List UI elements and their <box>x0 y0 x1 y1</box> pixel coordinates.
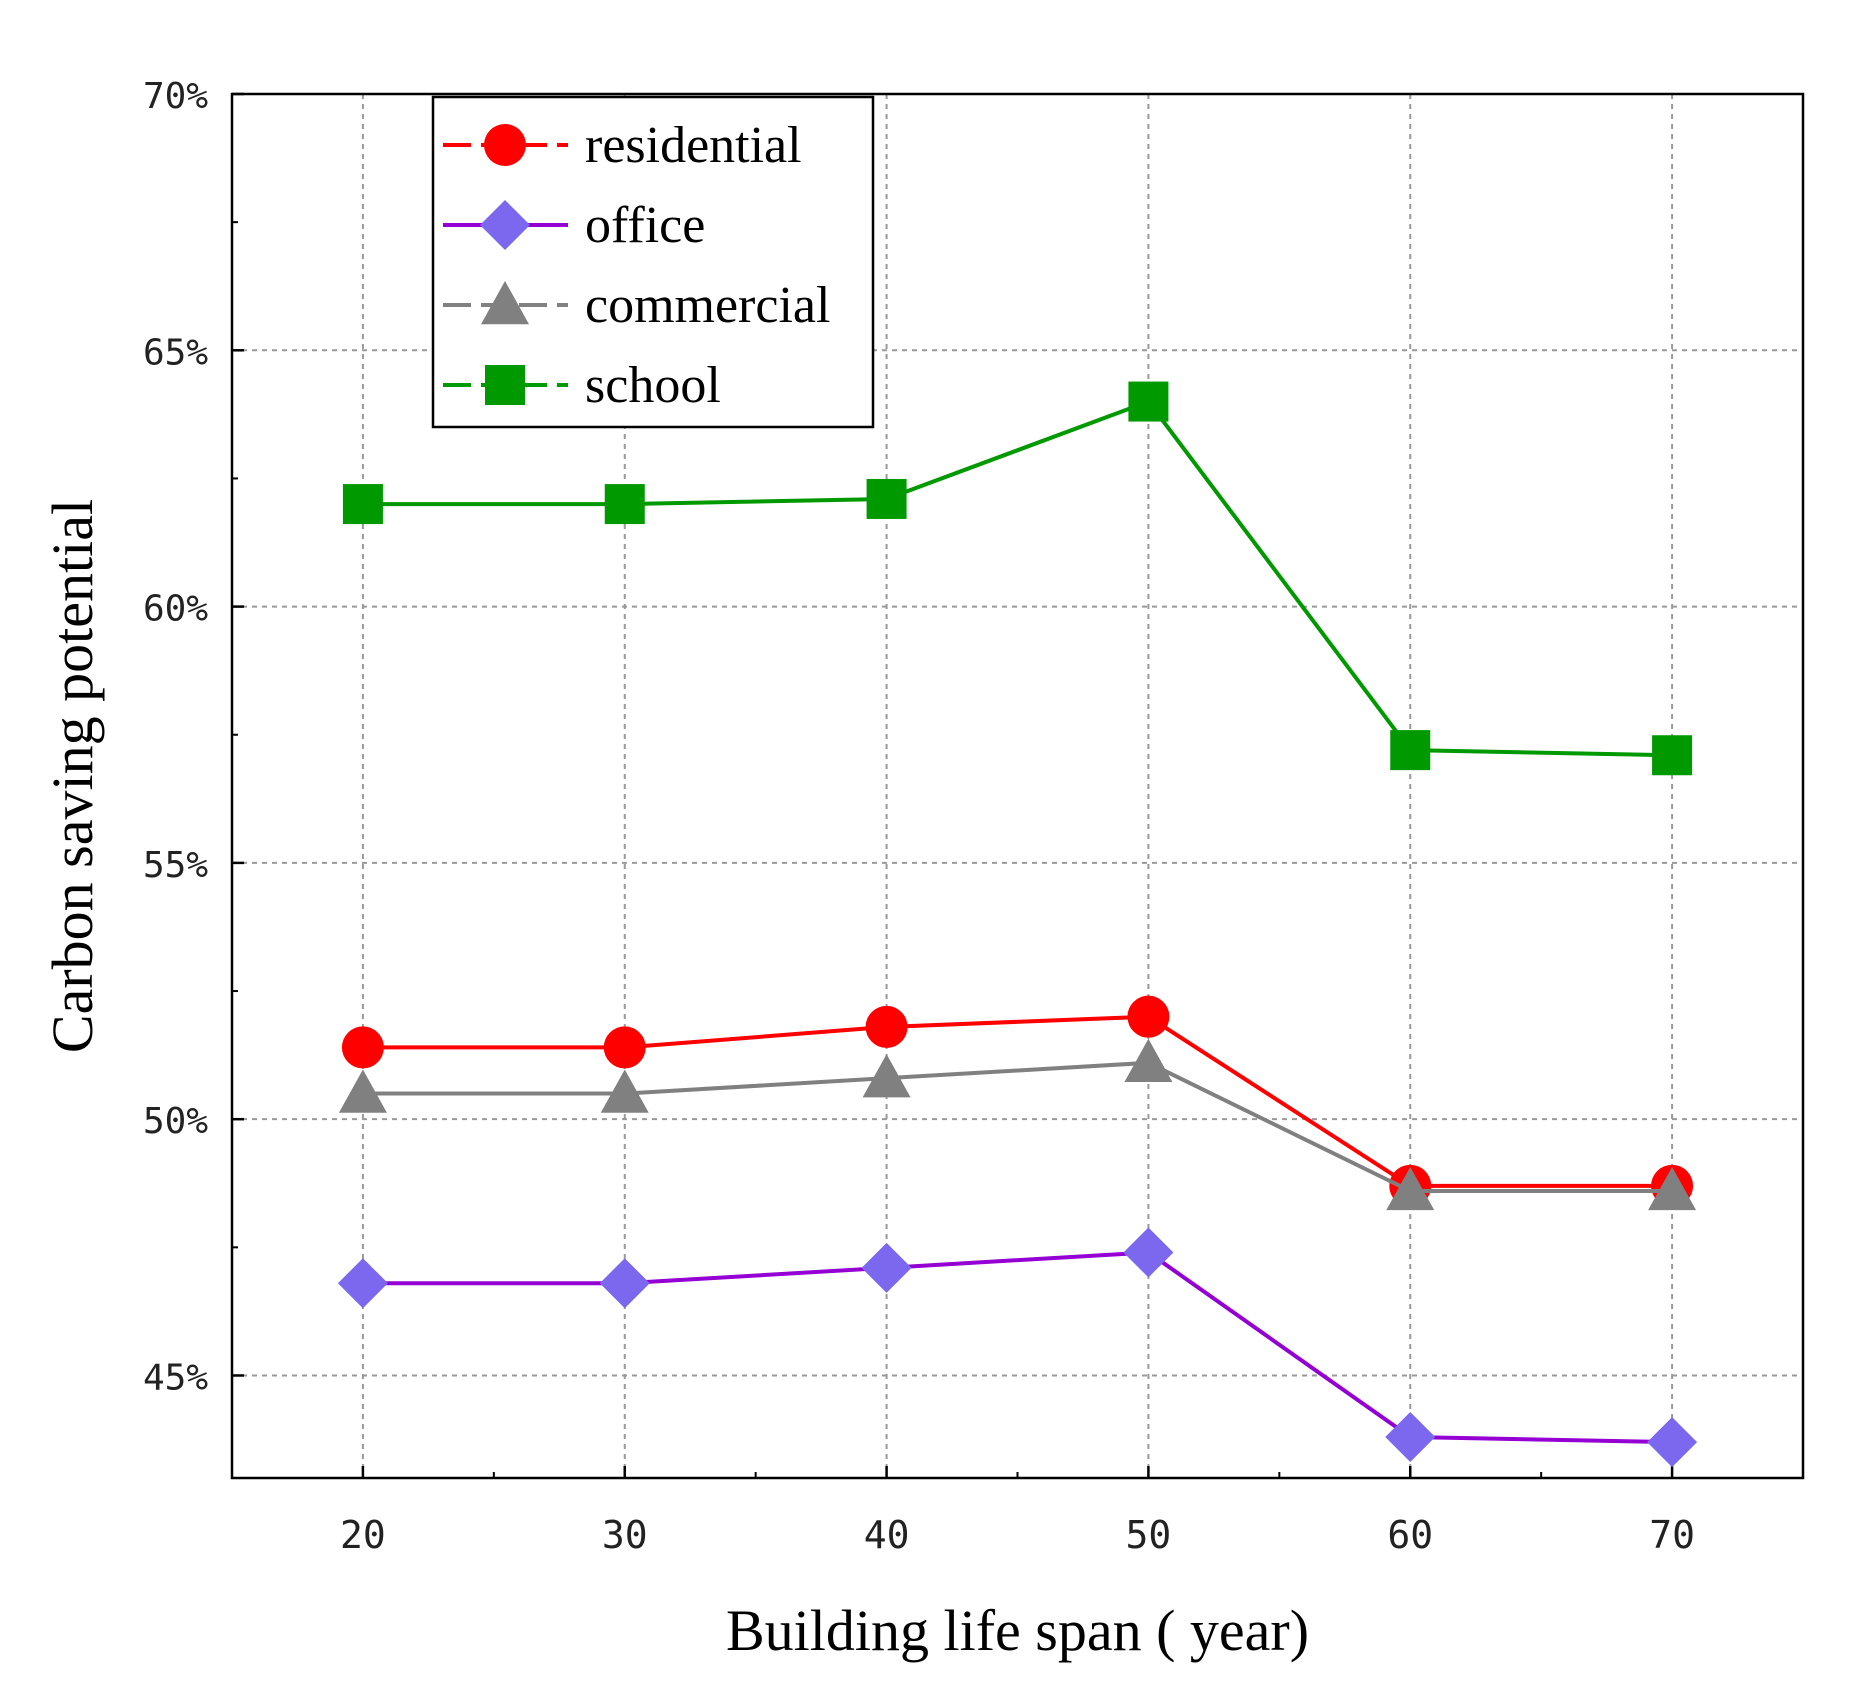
series-line-residential <box>362 1014 1673 1188</box>
data-point-office <box>337 1258 388 1309</box>
series-school <box>342 381 1693 776</box>
series-office <box>337 1227 1698 1468</box>
data-point-office <box>861 1242 912 1293</box>
series-group <box>337 381 1698 1468</box>
y-tick-label: 55% <box>143 845 208 886</box>
x-tick-label: 60 <box>1387 1513 1433 1557</box>
x-tick-label: 70 <box>1649 1513 1695 1557</box>
data-point-commercial <box>600 1069 649 1113</box>
series-commercial <box>338 1038 1697 1211</box>
legend-label-office: office <box>585 197 705 254</box>
y-tick-label: 45% <box>143 1357 208 1398</box>
data-point-commercial <box>862 1054 911 1098</box>
legend-marker-school <box>485 365 525 405</box>
legend-marker-office <box>480 200 530 250</box>
data-point-office <box>1123 1227 1174 1278</box>
data-point-commercial <box>338 1069 387 1113</box>
x-tick-label: 30 <box>602 1513 648 1557</box>
data-point-school <box>604 484 645 525</box>
legend-label-residential: residential <box>585 117 802 174</box>
legend-label-commercial: commercial <box>585 277 830 334</box>
data-point-commercial <box>1386 1166 1435 1211</box>
data-point-school <box>1128 381 1169 422</box>
legend-label-school: school <box>585 357 721 414</box>
x-tick-label: 50 <box>1126 1513 1172 1557</box>
x-axis-title: Building life span ( year) <box>726 1598 1309 1663</box>
data-point-office <box>1647 1417 1698 1468</box>
data-point-residential <box>1127 995 1170 1038</box>
data-point-school <box>1652 735 1693 776</box>
data-point-office <box>599 1258 650 1309</box>
data-point-residential <box>865 1005 908 1048</box>
legend-marker-commercial <box>481 281 529 325</box>
data-point-commercial <box>1124 1038 1173 1082</box>
y-axis-title: Carbon saving potential <box>40 499 105 1053</box>
y-tick-label: 65% <box>143 332 208 373</box>
y-tick-label: 60% <box>143 589 208 630</box>
series-line-commercial <box>362 1060 1673 1193</box>
x-tick-label: 20 <box>340 1513 386 1557</box>
data-point-office <box>1385 1411 1436 1462</box>
legend-marker-residential <box>484 124 526 166</box>
y-tick-label: 50% <box>143 1101 208 1142</box>
axis-ticks: 20 30 40 50 60 70 45% 50% 55% 60% 65% 70% <box>143 76 1695 1557</box>
series-line-school <box>362 399 1673 758</box>
data-point-school <box>866 478 907 519</box>
x-tick-label: 40 <box>864 1513 910 1557</box>
data-point-school <box>342 484 383 525</box>
data-point-residential <box>603 1026 646 1069</box>
data-point-residential <box>341 1026 384 1069</box>
data-point-commercial <box>1648 1166 1697 1211</box>
legend: residential office commercial school <box>431 95 875 429</box>
data-point-school <box>1390 730 1431 771</box>
y-tick-label: 70% <box>143 76 208 117</box>
series-line-office <box>362 1250 1673 1445</box>
series-residential <box>341 995 1694 1207</box>
